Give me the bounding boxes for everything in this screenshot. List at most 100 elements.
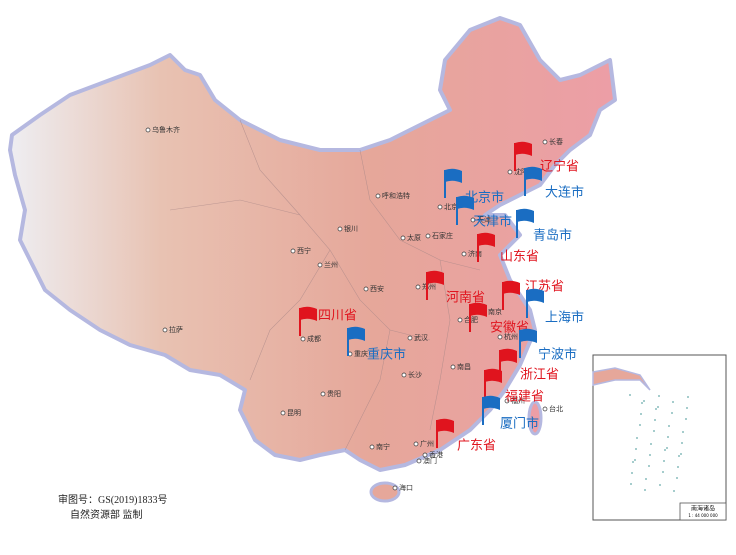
island <box>664 449 666 451</box>
flag-label: 福建省 <box>505 390 544 405</box>
island <box>639 424 641 426</box>
flag: 天津市 <box>456 195 512 230</box>
city-dot <box>363 286 369 292</box>
city-label: 南昌 <box>457 362 471 371</box>
island <box>643 400 645 402</box>
city-label: 呼和浩特 <box>382 191 410 200</box>
island <box>685 418 687 420</box>
city-label: 海口 <box>399 483 413 492</box>
city-label: 重庆 <box>354 349 368 358</box>
flag: 重庆市 <box>347 326 406 363</box>
island <box>666 447 668 449</box>
flag-cloth <box>503 280 520 295</box>
flag-label: 宁波市 <box>538 347 577 363</box>
city-label: 澳门 <box>423 456 437 465</box>
flag-cloth <box>445 168 462 183</box>
flag-cloth <box>470 302 487 317</box>
flag-cloth <box>348 326 365 341</box>
city-dot <box>422 452 428 458</box>
flag-cloth <box>427 270 444 285</box>
city-dot <box>162 327 168 333</box>
flag-label: 浙江省 <box>520 368 559 383</box>
flag-cloth <box>527 288 544 303</box>
city-dot <box>407 335 413 341</box>
flag: 四川省 <box>299 306 357 336</box>
island <box>667 436 669 438</box>
island <box>657 406 659 408</box>
city-label: 长春 <box>549 137 563 146</box>
flag: 上海市 <box>526 288 584 326</box>
city-dot <box>369 444 375 450</box>
city-label: 杭州 <box>504 332 518 341</box>
city-dot <box>317 262 323 268</box>
china-outline <box>8 16 617 472</box>
island <box>653 430 655 432</box>
city-label: 长沙 <box>408 370 422 379</box>
taiwan <box>527 400 543 436</box>
inset: 南海诸岛 1 : 44 000 000 <box>592 354 727 521</box>
flag-cloth <box>500 348 517 363</box>
flag: 广东省 <box>436 418 496 454</box>
city-dot <box>437 204 443 210</box>
approval-number: 审图号：GS(2019)1833号 <box>58 493 167 506</box>
flag-label: 河南省 <box>446 290 485 306</box>
inset-title: 南海诸岛 <box>691 505 715 513</box>
city-dot <box>320 391 326 397</box>
city-label: 乌鲁木齐 <box>152 125 180 134</box>
flag-label: 青岛市 <box>533 228 572 244</box>
city-dot <box>507 169 513 175</box>
flag-label: 大连市 <box>545 185 584 201</box>
island <box>655 408 657 410</box>
province-borders <box>169 119 481 451</box>
island <box>650 443 652 445</box>
city-dot <box>461 251 467 257</box>
flag-cloth <box>483 395 500 410</box>
city-label: 沈阳 <box>514 167 528 176</box>
flag-label: 四川省 <box>318 309 357 324</box>
city-label: 北京 <box>444 202 458 211</box>
island <box>630 483 632 485</box>
city-dot <box>497 334 503 340</box>
flag-label: 北京市 <box>465 190 504 206</box>
flag: 浙江省 <box>499 348 559 383</box>
city-dot <box>450 364 456 370</box>
inset-scale: 1 : 44 000 000 <box>688 513 718 518</box>
city-label: 广州 <box>420 439 434 448</box>
island <box>654 419 656 421</box>
city-label: 昆明 <box>287 409 301 417</box>
city-label: 兰州 <box>324 260 338 269</box>
flag-label: 天津市 <box>473 214 512 230</box>
island <box>635 448 637 450</box>
island <box>677 466 679 468</box>
city-label: 太原 <box>407 233 421 242</box>
city-label: 石家庄 <box>432 231 453 240</box>
city-dot <box>413 441 419 447</box>
island <box>676 477 678 479</box>
flag-cloth <box>515 141 532 156</box>
city-label: 贵阳 <box>327 389 341 398</box>
island <box>686 407 688 409</box>
island <box>662 471 664 473</box>
island <box>687 396 689 398</box>
flag: 北京市 <box>444 168 504 206</box>
city-label: 天津 <box>477 216 491 224</box>
flag-cloth <box>517 208 534 223</box>
supervisor: 自然资源部 监制 <box>70 508 143 521</box>
city-dot <box>542 139 548 145</box>
flag-label: 辽宁省 <box>540 159 579 175</box>
city-label: 拉萨 <box>169 325 183 334</box>
city-label: 台北 <box>549 404 563 413</box>
city-dot <box>280 410 286 416</box>
flag: 河南省 <box>426 270 485 306</box>
city-dot <box>290 248 296 254</box>
island <box>659 484 661 486</box>
city-label: 郑州 <box>422 283 436 291</box>
flag-cloth <box>437 418 454 433</box>
city-dot <box>392 485 398 491</box>
flag-label: 山东省 <box>500 250 539 265</box>
island <box>680 453 682 455</box>
city-label: 南京 <box>488 307 502 316</box>
flag-cloth <box>457 195 474 210</box>
hainan <box>369 481 401 503</box>
